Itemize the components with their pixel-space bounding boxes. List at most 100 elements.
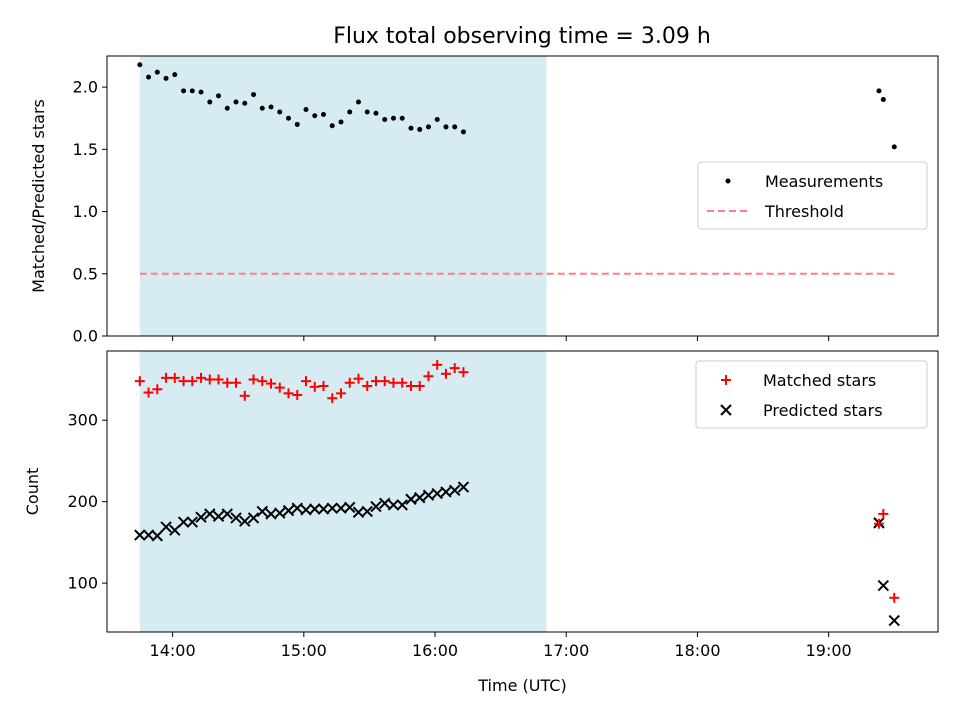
plus-marker-icon bbox=[721, 375, 731, 385]
bottom-y-axis-label: Count bbox=[23, 468, 42, 516]
bottom-x-axis: 14:00 15:00 16:00 17:00 18:00 19:00 bbox=[150, 632, 852, 660]
matched-stars-point bbox=[196, 372, 207, 383]
matched-stars-point bbox=[414, 381, 425, 392]
measurement-point bbox=[259, 105, 265, 111]
bottom-legend-box bbox=[695, 360, 928, 429]
measurement-point bbox=[364, 109, 370, 115]
matched-stars-legend-marker bbox=[721, 375, 731, 385]
matched-stars-point bbox=[178, 376, 189, 387]
matched-stars-point bbox=[239, 390, 250, 401]
predicted-stars-point bbox=[449, 484, 461, 496]
predicted-stars-point bbox=[177, 516, 190, 528]
measurement-point bbox=[224, 105, 230, 111]
predicted-stars-point bbox=[888, 614, 900, 627]
measurement-point bbox=[425, 124, 431, 130]
matched-stars-point bbox=[274, 382, 285, 393]
matched-stars-point bbox=[388, 377, 399, 388]
predicted-stars-point bbox=[291, 502, 303, 514]
predicted-stars-point bbox=[361, 505, 373, 518]
matched-stars-point bbox=[143, 387, 154, 398]
predicted-stars-point bbox=[204, 508, 216, 520]
matched-stars-point bbox=[309, 381, 320, 392]
y-tick-label: 300 bbox=[67, 411, 98, 430]
predicted-stars-point bbox=[212, 510, 225, 523]
predicted-stars-point bbox=[134, 529, 146, 541]
measurement-point bbox=[207, 99, 213, 105]
y-tick-label: 0.5 bbox=[73, 264, 98, 283]
predicted-stars-point bbox=[405, 493, 417, 505]
measurement-point bbox=[434, 116, 440, 122]
predicted-stars-legend-label: Predicted stars bbox=[763, 401, 883, 420]
predicted-stars-point bbox=[230, 512, 242, 524]
matched-stars-point bbox=[423, 371, 434, 382]
matched-stars-point bbox=[318, 381, 329, 392]
measurement-point bbox=[891, 144, 897, 150]
matched-stars-point bbox=[873, 518, 884, 529]
predicted-stars-point bbox=[195, 511, 207, 523]
threshold-legend-label: Threshold bbox=[764, 202, 844, 221]
measurement-point bbox=[251, 92, 257, 98]
x-tick-label: 14:00 bbox=[150, 641, 196, 660]
predicted-stars-point bbox=[282, 504, 295, 517]
measurement-point bbox=[443, 124, 449, 130]
bottom-plot-frame bbox=[106, 350, 939, 633]
matched-stars-point bbox=[449, 363, 460, 374]
predicted-stars-point bbox=[186, 516, 198, 528]
y-tick-label: 1.0 bbox=[73, 202, 98, 221]
measurement-point bbox=[347, 109, 353, 115]
matched-stars-point bbox=[231, 377, 242, 388]
matched-stars-point bbox=[440, 368, 451, 379]
measurement-point bbox=[329, 123, 335, 129]
matched-stars-point bbox=[169, 372, 180, 383]
matched-stars-point bbox=[327, 393, 338, 404]
predicted-stars-point bbox=[877, 579, 890, 592]
measurement-point bbox=[233, 99, 239, 105]
predicted-stars-point bbox=[169, 524, 181, 536]
measurement-point bbox=[154, 69, 160, 75]
measurement-point bbox=[876, 88, 882, 94]
bottom-y-axis: 100 200 300 bbox=[67, 411, 107, 593]
matched-stars-point bbox=[370, 376, 381, 387]
predicted-stars-point bbox=[326, 502, 338, 514]
measurement-point bbox=[146, 74, 152, 80]
matched-stars-point bbox=[458, 367, 469, 378]
predicted-stars-point bbox=[160, 521, 172, 533]
matched-stars-point bbox=[362, 381, 373, 392]
matched-stars-point bbox=[161, 372, 172, 383]
measurement-point bbox=[268, 104, 274, 110]
measurement-point bbox=[880, 97, 886, 103]
top-observing-window bbox=[139, 56, 547, 336]
matched-stars-point bbox=[405, 381, 416, 392]
x-tick-label: 17:00 bbox=[543, 641, 589, 660]
predicted-stars-point bbox=[379, 497, 391, 510]
matched-stars-point bbox=[889, 592, 900, 603]
bottom-legend: Matched stars Predicted stars bbox=[695, 360, 928, 429]
predicted-stars-point bbox=[396, 499, 408, 511]
matched-stars-point bbox=[344, 377, 355, 388]
measurement-point bbox=[338, 119, 344, 125]
matched-stars-point bbox=[432, 359, 443, 370]
predicted-stars-point bbox=[422, 489, 435, 501]
measurement-point bbox=[277, 109, 283, 115]
y-tick-label: 100 bbox=[67, 574, 98, 593]
measurement-point bbox=[137, 62, 143, 68]
top-y-axis: 0.0 0.5 1.0 1.5 2.0 bbox=[73, 78, 107, 346]
measurement-point bbox=[294, 121, 300, 127]
bottom-panel: 100 200 300 14:00 15:00 16:00 17:00 18:00 19:00… bbox=[23, 350, 939, 695]
measurements-legend-marker bbox=[725, 178, 731, 184]
measurement-point bbox=[189, 88, 195, 94]
top-legend-box bbox=[697, 161, 928, 230]
predicted-stars-point bbox=[440, 486, 452, 498]
matched-stars-point bbox=[187, 376, 198, 387]
measurement-point bbox=[312, 113, 318, 119]
y-tick-label: 1.5 bbox=[73, 140, 98, 159]
matched-stars-point bbox=[292, 389, 303, 400]
predicted-stars-point bbox=[247, 512, 260, 524]
matched-stars-point bbox=[283, 388, 294, 399]
measurement-point bbox=[320, 111, 326, 117]
bottom-observing-window bbox=[139, 351, 547, 632]
matched-stars-point bbox=[301, 376, 312, 387]
top-plot-frame bbox=[106, 55, 939, 337]
y-tick-label: 2.0 bbox=[73, 78, 98, 97]
measurement-point bbox=[303, 107, 309, 113]
